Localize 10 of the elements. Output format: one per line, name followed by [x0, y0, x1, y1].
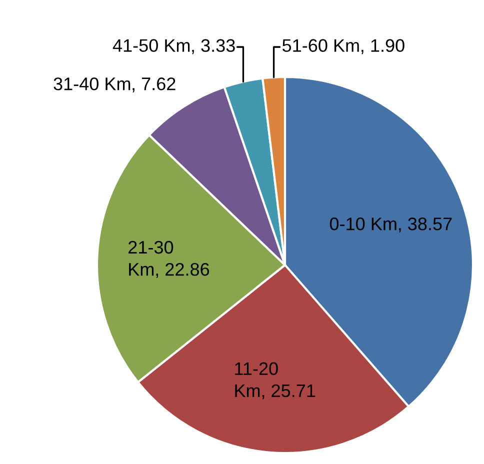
slice-label: 51-60 Km [282, 39, 359, 52]
slice-label: 31-40 Km [54, 77, 130, 90]
data-label: , 22.86 [156, 262, 210, 278]
slice-label: 41-50 Km [112, 39, 190, 52]
data-label: , 1.90 [362, 39, 404, 54]
slice-label: 0-10 Km [330, 218, 396, 230]
data-label: , 38.57 [398, 218, 452, 232]
data-label: , 3.33 [192, 39, 235, 54]
data-label: , 7.62 [132, 77, 176, 92]
data-label: , 25.71 [262, 384, 316, 400]
